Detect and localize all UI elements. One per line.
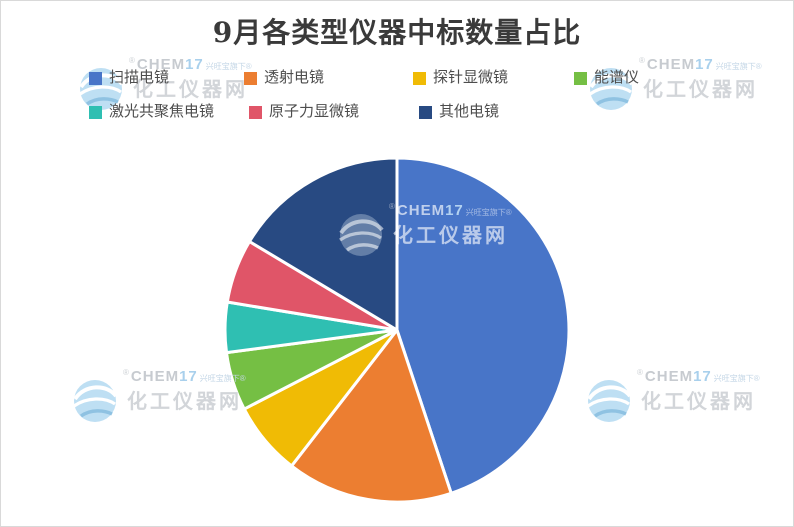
pie-slice-1 (290, 328, 453, 504)
chart-title: 9月各类型仪器中标数量占比 (212, 16, 582, 49)
legend-marker (574, 71, 587, 85)
legend-label: 其他电镜 (439, 103, 500, 120)
legend-label: 探针显微镜 (433, 69, 509, 86)
legend-item-5: 原子力显微镜 (249, 101, 359, 123)
legend-marker (244, 71, 257, 85)
legend-marker (419, 105, 432, 119)
pie-slice-0 (395, 156, 571, 495)
legend-marker (89, 105, 102, 119)
legend-item-1: 透射电镜 (244, 67, 324, 89)
legend-marker (249, 105, 262, 119)
legend-marker (89, 71, 102, 85)
legend-label: 激光共聚焦电镜 (109, 103, 215, 120)
legend-label: 原子力显微镜 (269, 103, 360, 120)
legend-item-4: 激光共聚焦电镜 (89, 101, 214, 123)
legend-item-6: 其他电镜 (419, 101, 499, 123)
legend-item-3: 能谱仪 (574, 67, 639, 89)
legend-item-0: 扫描电镜 (89, 67, 169, 89)
legend-label: 能谱仪 (594, 69, 640, 86)
legend-marker (413, 71, 426, 85)
legend-item-2: 探针显微镜 (413, 67, 508, 89)
pie-slice-6 (248, 156, 399, 332)
legend-label: 透射电镜 (264, 69, 325, 86)
legend-label: 扫描电镜 (109, 69, 170, 86)
